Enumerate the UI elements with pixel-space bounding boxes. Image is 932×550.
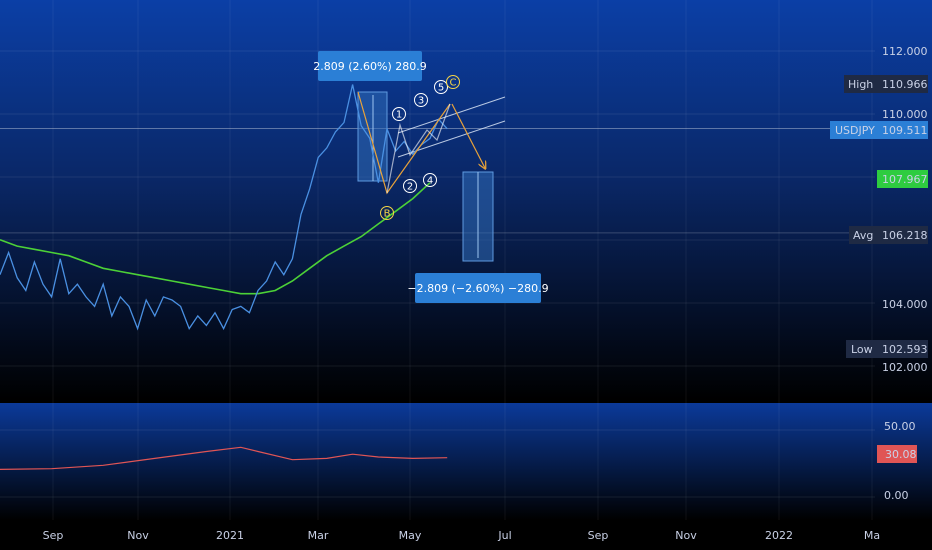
indicator-scale[interactable]: 50.00 0.00 30.08 xyxy=(877,420,917,502)
price-scale[interactable]: 112.000 110.000 104.000 102.000 xyxy=(882,45,928,374)
x-tick-mar: Mar xyxy=(308,529,329,542)
wave-marker-b[interactable]: B xyxy=(380,206,394,220)
low-label-bg xyxy=(846,340,928,358)
channel-upper-line[interactable] xyxy=(397,96,506,134)
x-tick-nov2: Nov xyxy=(675,529,697,542)
x-tick-sep: Sep xyxy=(43,529,64,542)
wave-marker-1-label: 1 xyxy=(396,110,402,121)
wave-marker-5[interactable]: 5 xyxy=(434,80,448,94)
x-tick-2021: 2021 xyxy=(216,529,244,542)
last-label-name: USDJPY xyxy=(835,124,875,137)
wave-marker-c-label: C xyxy=(450,78,457,89)
wave-markers: 1 2 3 4 5 B C xyxy=(380,75,460,220)
ind-tick-50: 50.00 xyxy=(884,420,916,433)
wave-marker-3-label: 3 xyxy=(418,96,424,107)
low-label-value: 102.593 xyxy=(882,343,928,356)
measure-up-label[interactable]: 2.809 (2.60%) 280.9 xyxy=(313,51,427,81)
measure-down-tool[interactable] xyxy=(462,171,494,262)
avg-label-value: 106.218 xyxy=(882,229,928,242)
y-tick-112: 112.000 xyxy=(882,45,928,58)
low-label-name: Low xyxy=(851,343,873,356)
avg-price-label: Avg 106.218 xyxy=(849,226,928,244)
last-label-value: 109.511 xyxy=(882,124,928,137)
avg-label-bg xyxy=(849,226,928,244)
high-price-label: High 110.966 xyxy=(844,75,928,93)
ma-price-label: 107.967 xyxy=(877,170,928,188)
wave-marker-2[interactable]: 2 xyxy=(403,179,417,193)
wave-marker-4[interactable]: 4 xyxy=(423,173,437,187)
ma-label-bg xyxy=(877,170,928,188)
wave-marker-4-label: 4 xyxy=(427,176,433,187)
high-label-value: 110.966 xyxy=(882,78,928,91)
x-tick-jul: Jul xyxy=(497,529,511,542)
measure-down-label[interactable]: −2.809 (−2.60%) −280.9 xyxy=(407,273,549,303)
wave-projection[interactable] xyxy=(357,91,485,195)
y-tick-110: 110.000 xyxy=(882,108,928,121)
x-tick-2022: 2022 xyxy=(765,529,793,542)
avg-label-name: Avg xyxy=(853,229,873,242)
measure-down-text: −2.809 (−2.60%) −280.9 xyxy=(407,282,548,295)
y-tick-104: 104.000 xyxy=(882,298,928,311)
high-label-name: High xyxy=(848,78,873,91)
x-tick-ma: Ma xyxy=(864,529,880,542)
measure-up-text: 2.809 (2.60%) 280.9 xyxy=(313,60,427,73)
last-price-label: USDJPY 109.511 xyxy=(830,121,928,139)
wave-impulse-line[interactable] xyxy=(386,103,451,194)
measure-up-label-bg xyxy=(318,51,422,81)
last-label-bg xyxy=(830,121,928,139)
indicator-value-bg xyxy=(877,445,917,463)
y-tick-102: 102.000 xyxy=(882,361,928,374)
indicator-value: 30.08 xyxy=(885,448,917,461)
time-axis[interactable]: Sep Nov 2021 Mar May Jul Sep Nov 2022 Ma xyxy=(43,529,880,542)
wave-marker-1[interactable]: 1 xyxy=(392,107,406,121)
wave-c-arrow[interactable] xyxy=(451,103,485,168)
x-tick-nov: Nov xyxy=(127,529,149,542)
x-tick-sep2: Sep xyxy=(588,529,609,542)
ind-tick-0: 0.00 xyxy=(884,489,909,502)
ma-label-value: 107.967 xyxy=(882,173,928,186)
moving-average-line xyxy=(0,182,431,295)
time-axis-background xyxy=(0,520,932,550)
high-label-bg xyxy=(844,75,928,93)
indicator-pane-background xyxy=(0,403,932,520)
wave-marker-5-label: 5 xyxy=(438,83,444,94)
price-line xyxy=(0,84,448,331)
x-tick-may: May xyxy=(399,529,422,542)
indicator-line xyxy=(0,446,448,470)
wave-marker-c[interactable]: C xyxy=(446,75,460,89)
wave-marker-b-label: B xyxy=(384,209,391,220)
pane-divider[interactable] xyxy=(0,400,932,403)
measure-down-label-bg xyxy=(415,273,541,303)
wave-marker-2-label: 2 xyxy=(407,182,413,193)
low-price-label: Low 102.593 xyxy=(846,340,928,358)
wave-marker-3[interactable]: 3 xyxy=(414,93,428,107)
